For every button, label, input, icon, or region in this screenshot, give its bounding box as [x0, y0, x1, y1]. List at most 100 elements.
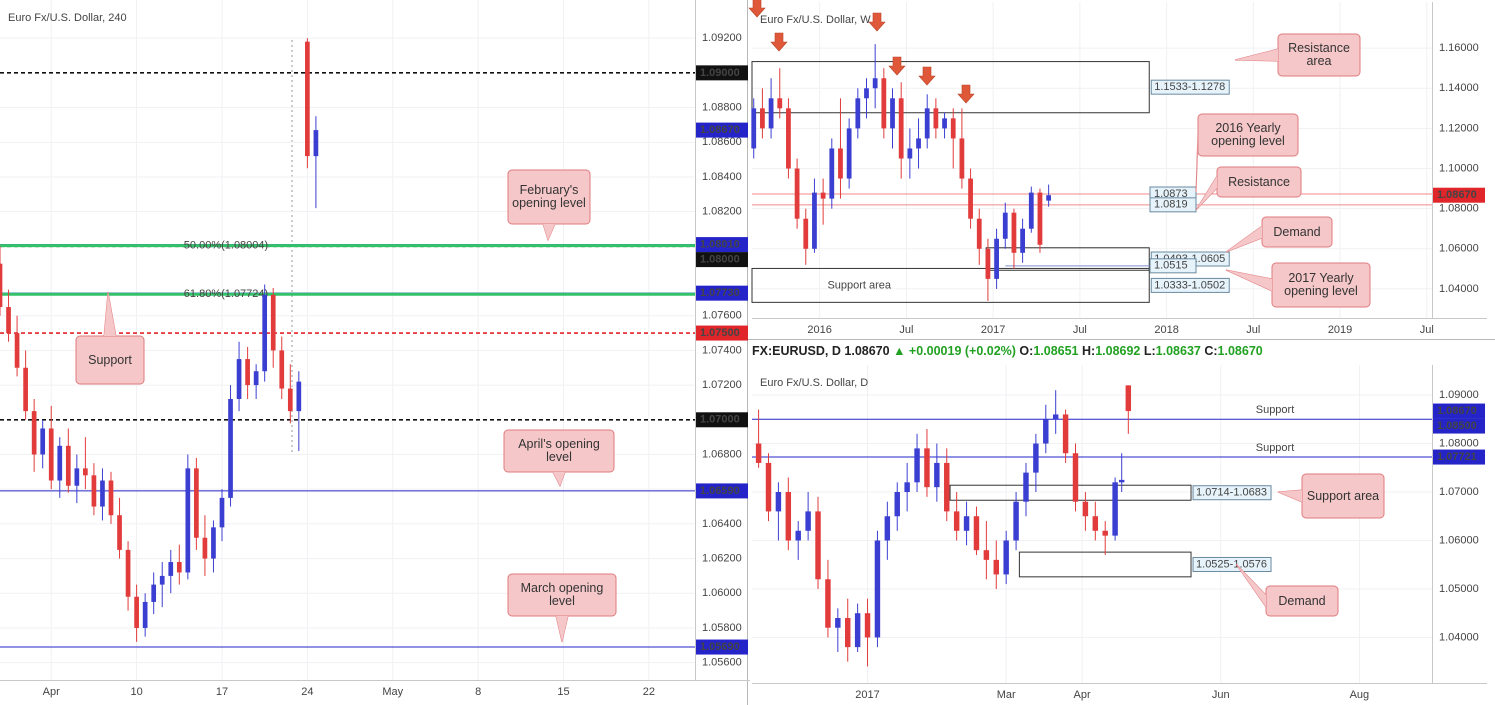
price-tag-label: 1.07721: [1437, 451, 1477, 463]
x-tick-label: 10: [130, 686, 142, 698]
price-tag: [696, 122, 748, 138]
close-value: 1.08670: [1217, 344, 1263, 358]
y-tick-label: 1.08000: [1439, 203, 1479, 215]
y-tick-label: 1.06800: [702, 448, 742, 460]
candle-body: [825, 579, 831, 628]
candle-body: [1028, 192, 1034, 229]
candle-body: [57, 445, 63, 481]
candle-body: [944, 462, 950, 512]
zone: [949, 484, 1192, 501]
candle-body: [211, 527, 216, 559]
candle-body: [1023, 472, 1029, 502]
candle-body: [812, 192, 817, 249]
candle-body: [228, 398, 233, 498]
candle-body: [914, 448, 920, 483]
candle-body: [942, 118, 947, 129]
candle-body: [287, 388, 293, 412]
y-tick-label: 1.14000: [1439, 82, 1479, 94]
callout-joint: [104, 292, 116, 336]
price-tag: [696, 252, 748, 268]
y-tick-label: 1.08200: [702, 206, 742, 218]
candle-body: [953, 511, 960, 531]
zone-label: 1.0525-1.0576: [1196, 558, 1267, 570]
callout-joint: [543, 224, 555, 240]
x-tick-label: Jul: [899, 324, 913, 336]
y-tick-label: 1.07000: [1439, 486, 1479, 498]
candle-body: [894, 492, 900, 517]
candle-body: [963, 516, 970, 531]
candle-body: [775, 492, 782, 512]
price-tag-label: 1.07500: [700, 327, 740, 339]
candle-body: [1046, 195, 1052, 201]
callout-joint: [1236, 564, 1266, 607]
callout-joint: [1278, 490, 1302, 502]
candle-body: [117, 515, 122, 550]
candle-body: [194, 468, 199, 538]
zone-label: 1.1533-1.1278: [1154, 81, 1225, 93]
candle-body: [40, 428, 46, 455]
y-tick-label: 1.07200: [702, 379, 742, 391]
zone-label-box: [1150, 277, 1230, 293]
callout-joint: [556, 616, 568, 642]
zone-label-box: [1192, 556, 1272, 572]
open-value: 1.08651: [1033, 344, 1079, 358]
x-tick-label: Aug: [1350, 689, 1370, 701]
candle-body: [983, 550, 990, 560]
callout-text: Demand: [1273, 224, 1321, 239]
open-label: O:: [1019, 344, 1034, 358]
x-tick-label: Apr: [1074, 689, 1091, 701]
x-tick-label: 15: [557, 686, 569, 698]
candle-body: [855, 98, 861, 129]
zone-label-box: [1192, 485, 1272, 501]
candle-body: [973, 516, 980, 551]
candle-body: [815, 511, 821, 580]
candle-body: [6, 307, 11, 334]
candle-body: [785, 492, 792, 541]
callout-text: Support area: [1306, 488, 1380, 503]
price-tag: [696, 325, 748, 341]
candle-body: [934, 462, 940, 488]
candle-body: [881, 78, 887, 129]
candle-body: [907, 148, 913, 159]
candle-body: [176, 562, 182, 573]
y-tick-label: 1.16000: [1439, 42, 1479, 54]
close-label: C:: [1204, 344, 1218, 358]
price-tag-label: 1.07730: [700, 287, 740, 299]
y-tick-label: 1.06000: [702, 587, 742, 599]
candle-body: [968, 178, 973, 219]
candle-body: [1011, 212, 1017, 253]
change: ▲ +0.00019 (+0.02%): [893, 344, 1016, 358]
y-tick-label: 1.04000: [1439, 283, 1479, 295]
candle-body: [890, 98, 895, 129]
candle-body: [884, 516, 891, 541]
level-label: 1.0873: [1154, 188, 1188, 200]
candle-body: [108, 480, 114, 516]
candle-body: [874, 540, 881, 638]
candle-body: [270, 294, 276, 351]
y-tick-label: 1.08000: [1439, 437, 1479, 449]
price-tag-label: 1.08670: [1437, 405, 1477, 417]
candle-body: [751, 108, 757, 149]
price-tag: [1433, 449, 1485, 465]
candle-body: [864, 613, 871, 638]
callout-joint: [1196, 129, 1198, 192]
zone: [751, 267, 1150, 303]
x-tick-label: 2017: [981, 324, 1005, 336]
candle-body: [83, 468, 88, 476]
candle-body: [91, 475, 97, 507]
candle-body: [0, 263, 3, 308]
candle-body: [1020, 228, 1025, 253]
candle-body: [245, 359, 250, 386]
price-tag: [696, 639, 748, 655]
y-tick-label: 1.05000: [1439, 583, 1479, 595]
x-tick-label: Apr: [43, 686, 60, 698]
zone-text: Support area: [827, 279, 891, 291]
marker-arrow: [868, 12, 886, 32]
x-tick-label: 8: [475, 686, 481, 698]
y-tick-label: 1.05600: [702, 657, 742, 669]
candle-body: [151, 584, 157, 602]
x-tick-label: Jul: [1246, 324, 1260, 336]
chart-title: Euro Fx/U.S. Dollar, D: [760, 377, 868, 389]
chart-title: Euro Fx/U.S. Dollar, W: [760, 14, 871, 26]
callout-text: March opening level: [520, 581, 604, 608]
